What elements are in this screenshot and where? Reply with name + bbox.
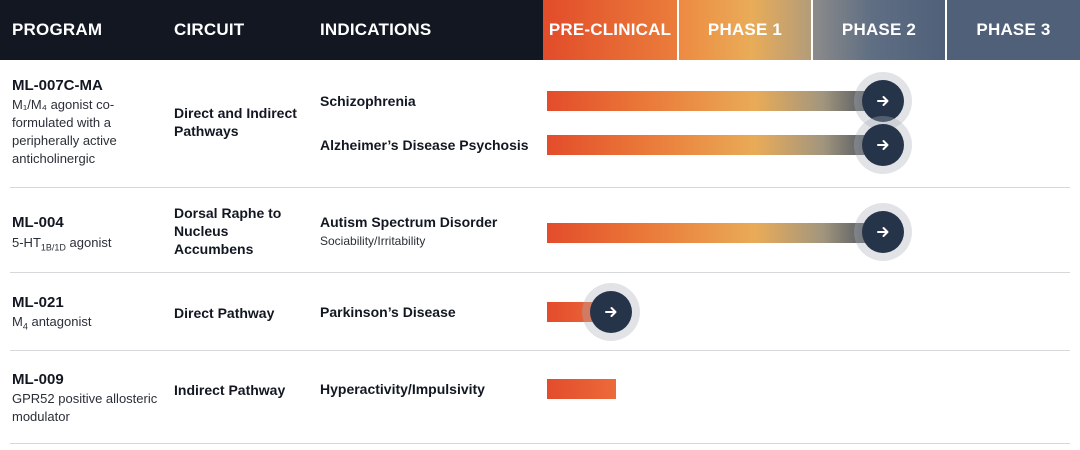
advance-button[interactable] <box>589 291 632 333</box>
arrow-right-icon <box>876 140 889 150</box>
program-name: ML-021 <box>12 294 64 311</box>
progress-marker <box>853 203 912 261</box>
program-name: ML-004 <box>12 214 64 231</box>
indication-label: Parkinson’s Disease <box>320 304 456 320</box>
progress-bar <box>547 91 883 111</box>
program-description: 5-HT1B/1D agonist <box>12 235 112 253</box>
circuit-label: Dorsal Raphe to Nucleus Accumbens <box>174 205 282 257</box>
arrow-right-icon <box>876 96 889 106</box>
circuit-label: Indirect Pathway <box>174 382 286 398</box>
progress-bar <box>547 379 617 399</box>
row-divider <box>10 443 1070 444</box>
indication-label: Autism Spectrum Disorder <box>320 214 498 230</box>
advance-button[interactable] <box>861 124 904 166</box>
indication-label: Alzheimer’s Disease Psychosis <box>320 137 529 153</box>
indication-label: Hyperactivity/Impulsivity <box>320 381 485 397</box>
phase-3: PHASE 3 <box>947 0 1080 60</box>
phase-preclinical: PRE-CLINICAL <box>543 0 677 60</box>
program-description: GPR52 positive allosteric modulator <box>12 391 158 424</box>
row-divider <box>10 272 1070 273</box>
phase-2: PHASE 2 <box>813 0 945 60</box>
indication-sublabel: Sociability/Irritability <box>320 234 426 248</box>
progress-marker <box>853 116 912 174</box>
progress-bar <box>547 135 883 155</box>
arrow-right-icon <box>604 307 617 317</box>
header-program: PROGRAM <box>12 20 103 39</box>
header-bar <box>0 0 543 60</box>
advance-button[interactable] <box>861 211 904 253</box>
program-description: M4 antagonist <box>12 314 92 332</box>
header-indications: INDICATIONS <box>320 20 432 39</box>
progress-marker <box>581 283 640 341</box>
header-circuit: CIRCUIT <box>174 20 245 39</box>
phase-1: PHASE 1 <box>679 0 811 60</box>
indication-label: Schizophrenia <box>320 93 416 109</box>
arrow-right-icon <box>876 227 889 237</box>
program-name: ML-007C-MA <box>12 77 103 94</box>
row-divider <box>10 350 1070 351</box>
advance-button[interactable] <box>861 80 904 122</box>
circuit-label: Direct and Indirect Pathways <box>174 105 297 139</box>
program-description: M₁/M₄ agonist co-formulated with a perip… <box>12 97 117 166</box>
progress-marker <box>853 72 912 130</box>
row-divider <box>10 187 1070 188</box>
program-name: ML-009 <box>12 371 64 388</box>
progress-bar <box>547 223 883 243</box>
circuit-label: Direct Pathway <box>174 305 275 321</box>
